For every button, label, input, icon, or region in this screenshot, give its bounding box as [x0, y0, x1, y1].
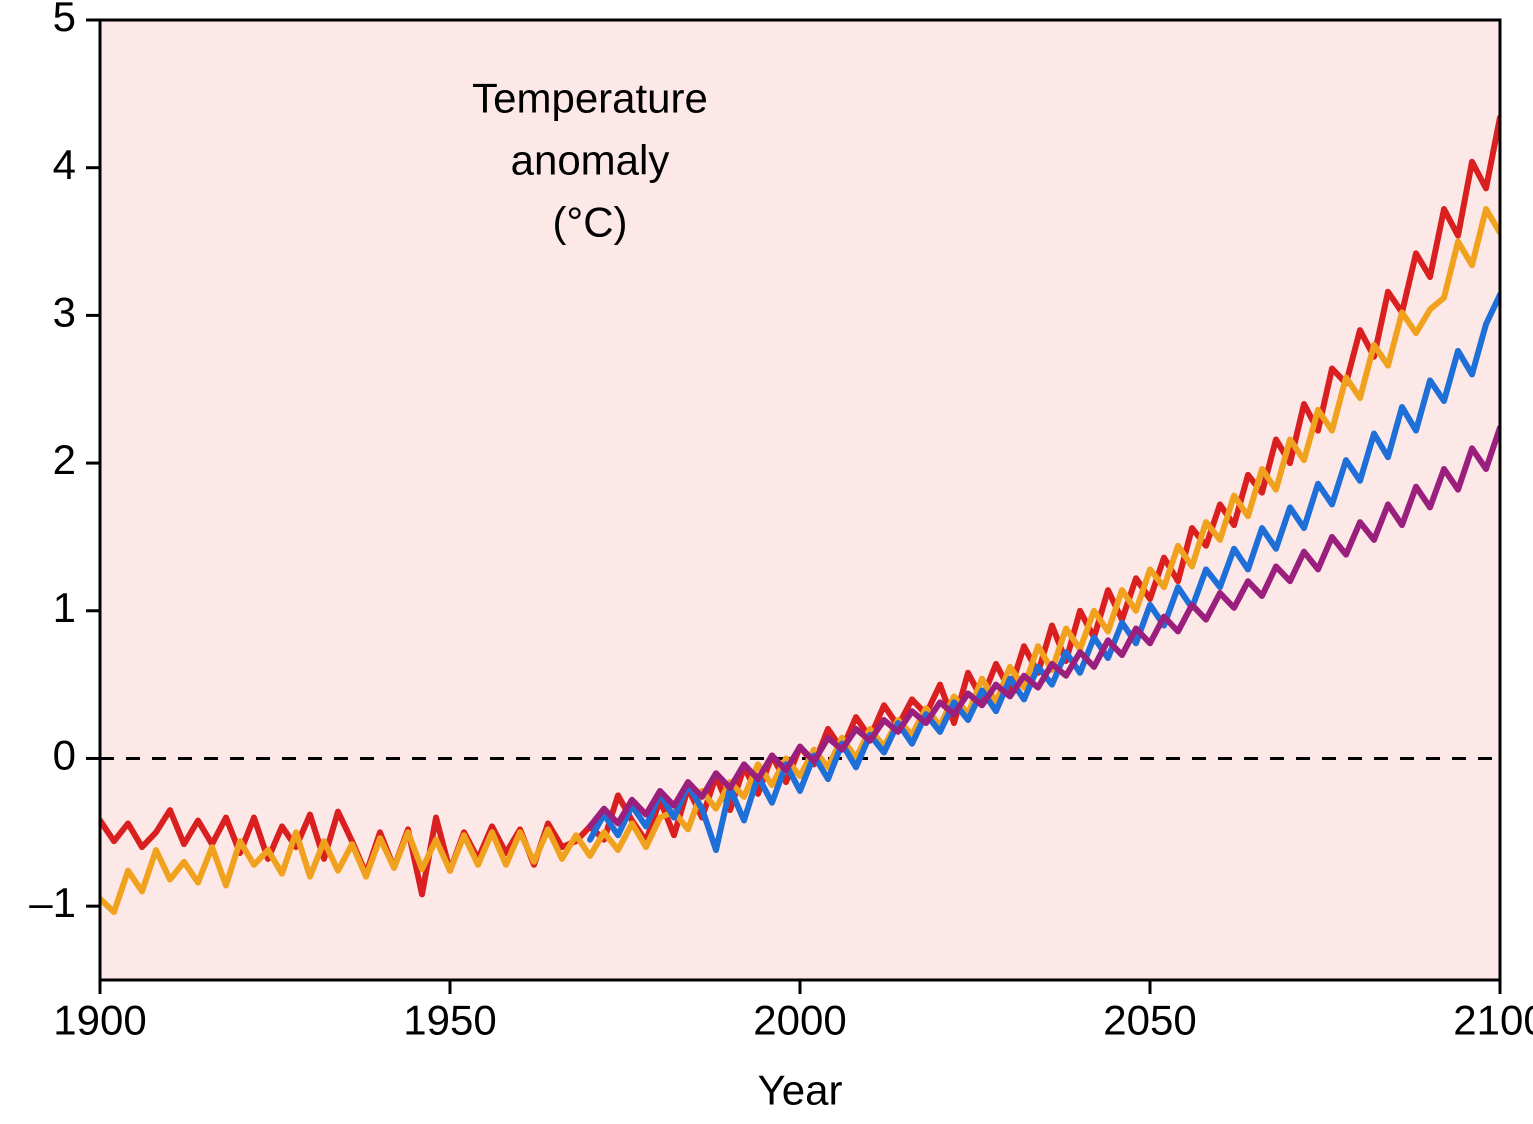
x-axis-label: Year	[758, 1066, 843, 1113]
x-tick-label: 2000	[753, 996, 846, 1043]
y-axis-title-line: Temperature	[472, 74, 708, 121]
y-tick-label: –1	[29, 879, 76, 926]
x-tick-label: 2050	[1103, 996, 1196, 1043]
y-axis-title-line: (°C)	[552, 198, 627, 245]
x-tick-label: 1900	[53, 996, 146, 1043]
y-tick-label: 2	[53, 436, 76, 483]
y-tick-label: 3	[53, 288, 76, 335]
y-axis-title-line: anomaly	[511, 136, 670, 183]
x-tick-label: 2100	[1453, 996, 1533, 1043]
y-tick-label: 4	[53, 141, 76, 188]
x-tick-label: 1950	[403, 996, 496, 1043]
y-tick-label: 5	[53, 0, 76, 40]
y-tick-label: 0	[53, 732, 76, 779]
temperature-anomaly-chart: 1900 1950 2000 2050 2100 –1 0 1 2 3 4 5 Year Temperat…	[0, 0, 1533, 1124]
y-tick-label: 1	[53, 584, 76, 631]
